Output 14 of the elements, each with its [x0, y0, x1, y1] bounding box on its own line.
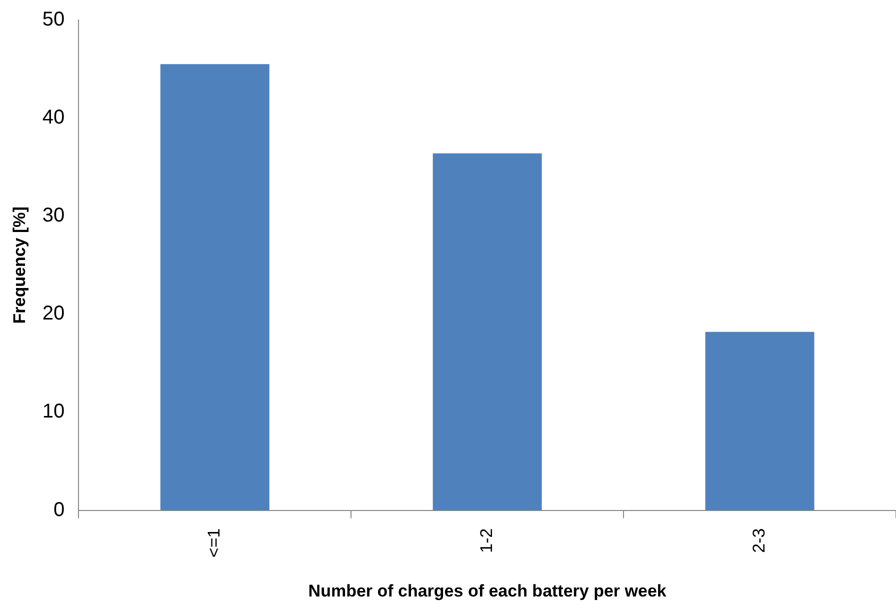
y-tick-label: 50: [42, 8, 65, 31]
bar: [432, 153, 542, 510]
x-axis-title: Number of charges of each battery per week: [308, 581, 667, 600]
x-tick-label: 1-2: [477, 528, 496, 553]
bar: [705, 332, 814, 510]
x-tick-label: 2-3: [749, 528, 768, 553]
y-tick-label: 30: [42, 204, 65, 227]
y-tick-label: 40: [42, 106, 65, 129]
y-tick-label: 20: [42, 302, 65, 325]
y-axis-title: Frequency [%]: [10, 206, 29, 324]
y-tick-label: 10: [42, 400, 65, 423]
x-tick-label: <=1: [204, 528, 224, 558]
y-tick-label: 0: [54, 498, 65, 521]
bar: [160, 64, 270, 510]
